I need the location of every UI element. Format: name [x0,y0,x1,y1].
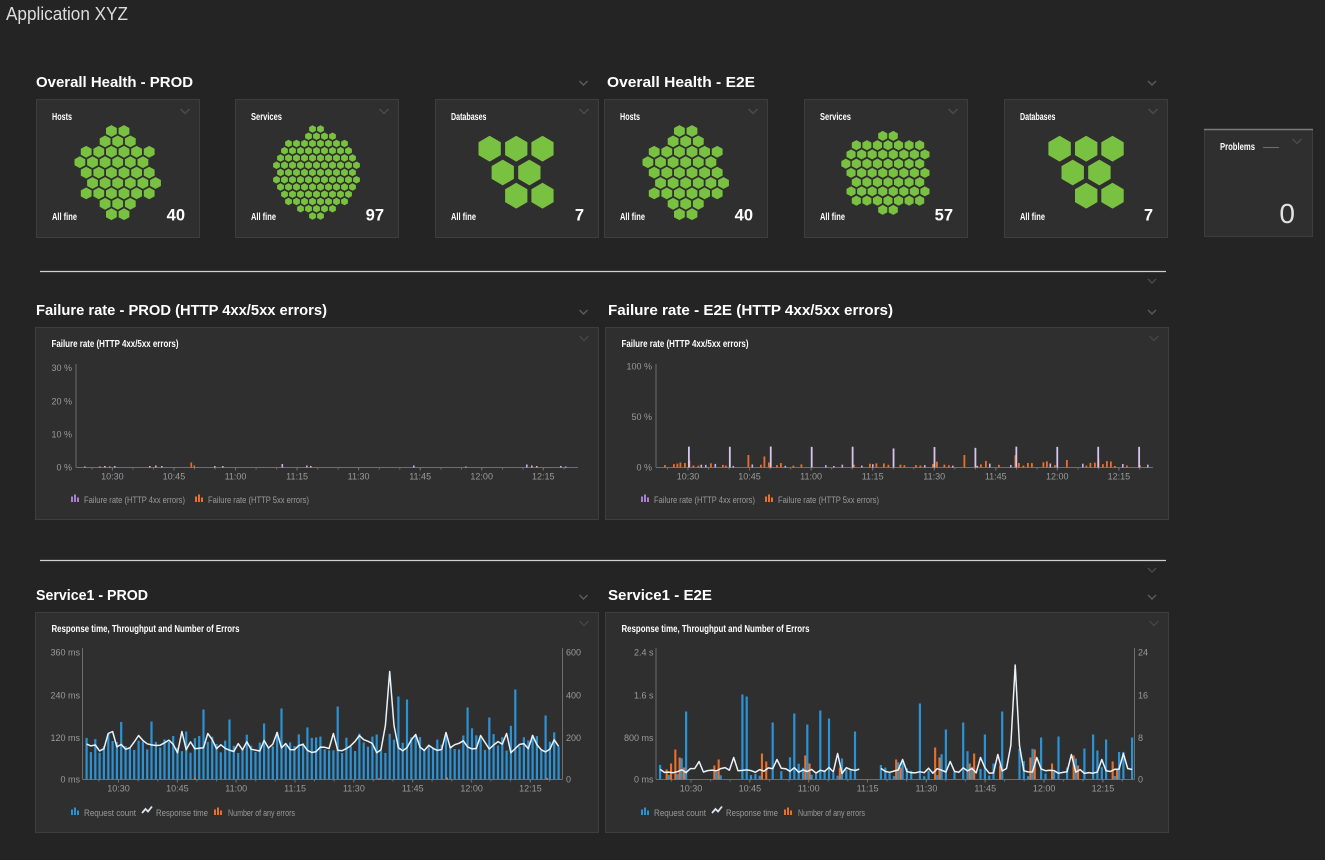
svg-text:Overall Health - E2E: Overall Health - E2E [607,74,755,91]
svg-text:12:00: 12:00 [1033,784,1056,794]
svg-text:10:30: 10:30 [101,472,124,482]
svg-text:10:45: 10:45 [166,784,189,794]
svg-text:Failure rate (HTTP 4xx errors): Failure rate (HTTP 4xx errors) [84,495,185,505]
svg-text:11:15: 11:15 [857,784,879,794]
svg-text:Services: Services [820,112,851,123]
svg-text:Databases: Databases [451,112,487,123]
svg-text:Overall Health - PROD: Overall Health - PROD [36,74,193,91]
svg-text:Services: Services [251,112,282,123]
svg-text:Response time, Throughput and: Response time, Throughput and Number of … [52,624,240,635]
svg-text:10:30: 10:30 [680,784,703,794]
svg-text:10:45: 10:45 [738,472,761,482]
svg-text:11:30: 11:30 [343,784,365,794]
svg-text:120 ms: 120 ms [50,733,80,743]
svg-text:0 ms: 0 ms [634,775,654,785]
svg-text:20 %: 20 % [51,396,72,406]
svg-text:11:45: 11:45 [409,472,431,482]
svg-text:Request count: Request count [654,808,706,818]
svg-text:Number of any errors: Number of any errors [228,808,295,818]
svg-text:Hosts: Hosts [620,112,640,123]
svg-text:11:00: 11:00 [225,784,247,794]
svg-text:400: 400 [566,690,581,700]
svg-text:Failure rate (HTTP 4xx/5xx err: Failure rate (HTTP 4xx/5xx errors) [622,339,749,350]
svg-text:Response time, Throughput and: Response time, Throughput and Number of … [622,624,810,635]
svg-text:7: 7 [575,207,584,225]
svg-text:Failure rate (HTTP 5xx errors): Failure rate (HTTP 5xx errors) [208,495,309,505]
svg-text:600: 600 [566,648,581,658]
svg-text:7: 7 [1144,207,1153,225]
svg-text:12:15: 12:15 [519,784,542,794]
svg-text:All fine: All fine [251,212,276,223]
svg-text:Failure rate (HTTP 5xx errors): Failure rate (HTTP 5xx errors) [778,495,879,505]
svg-text:11:30: 11:30 [348,472,370,482]
svg-text:0: 0 [1138,775,1143,785]
svg-text:12:15: 12:15 [532,472,555,482]
svg-text:12:15: 12:15 [1092,784,1115,794]
svg-text:360 ms: 360 ms [50,648,80,658]
svg-text:40: 40 [167,207,185,225]
svg-text:200: 200 [566,733,581,743]
svg-text:1.6 s: 1.6 s [634,690,654,700]
svg-text:Problems: Problems [1220,142,1255,153]
svg-text:0: 0 [1279,198,1295,229]
svg-text:30 %: 30 % [51,363,72,373]
svg-text:Hosts: Hosts [52,112,72,123]
svg-text:0 %: 0 % [56,463,72,473]
svg-text:12:00: 12:00 [470,472,493,482]
svg-text:11:00: 11:00 [800,472,822,482]
svg-text:10:30: 10:30 [677,472,700,482]
svg-text:Failure rate - PROD (HTTP 4xx/: Failure rate - PROD (HTTP 4xx/5xx errors… [36,302,327,319]
svg-text:0: 0 [566,775,571,785]
svg-text:Number of any errors: Number of any errors [798,808,865,818]
svg-text:All fine: All fine [820,212,845,223]
svg-text:10 %: 10 % [51,429,72,439]
svg-text:2.4 s: 2.4 s [634,648,654,658]
svg-text:24: 24 [1138,648,1148,658]
svg-text:11:45: 11:45 [402,784,424,794]
svg-text:800 ms: 800 ms [624,733,654,743]
svg-text:50 %: 50 % [631,412,652,422]
svg-text:8: 8 [1138,733,1143,743]
svg-text:Response time: Response time [726,808,778,818]
svg-text:12:00: 12:00 [460,784,483,794]
svg-text:Failure rate (HTTP 4xx/5xx err: Failure rate (HTTP 4xx/5xx errors) [52,339,179,350]
svg-text:All fine: All fine [451,212,476,223]
svg-text:11:00: 11:00 [798,784,820,794]
svg-text:10:45: 10:45 [163,472,186,482]
svg-text:240 ms: 240 ms [50,690,80,700]
svg-text:11:30: 11:30 [923,472,945,482]
svg-text:0 %: 0 % [636,463,652,473]
svg-text:Application XYZ: Application XYZ [6,4,128,24]
svg-text:100 %: 100 % [626,362,652,372]
svg-text:Response time: Response time [156,808,208,818]
svg-text:0 ms: 0 ms [60,775,80,785]
svg-text:11:00: 11:00 [225,472,247,482]
svg-text:All fine: All fine [620,212,645,223]
svg-text:57: 57 [935,207,953,225]
svg-text:11:15: 11:15 [286,472,308,482]
svg-text:Service1 - E2E: Service1 - E2E [608,587,712,604]
svg-text:11:15: 11:15 [284,784,306,794]
svg-text:10:45: 10:45 [739,784,762,794]
svg-text:10:30: 10:30 [107,784,130,794]
svg-text:11:45: 11:45 [985,472,1007,482]
svg-text:11:30: 11:30 [915,784,937,794]
svg-text:11:15: 11:15 [862,472,884,482]
svg-text:All fine: All fine [52,212,77,223]
svg-text:97: 97 [366,207,384,225]
svg-text:Request count: Request count [84,808,136,818]
svg-text:11:45: 11:45 [974,784,996,794]
svg-text:16: 16 [1138,690,1148,700]
svg-text:Failure rate - E2E (HTTP 4xx/5: Failure rate - E2E (HTTP 4xx/5xx errors) [608,302,893,319]
svg-text:Service1 - PROD: Service1 - PROD [36,587,148,604]
svg-text:12:00: 12:00 [1046,472,1069,482]
svg-text:Databases: Databases [1020,112,1056,123]
svg-text:40: 40 [735,207,753,225]
svg-text:Failure rate (HTTP 4xx errors): Failure rate (HTTP 4xx errors) [654,495,755,505]
svg-text:All fine: All fine [1020,212,1045,223]
svg-text:12:15: 12:15 [1108,472,1131,482]
